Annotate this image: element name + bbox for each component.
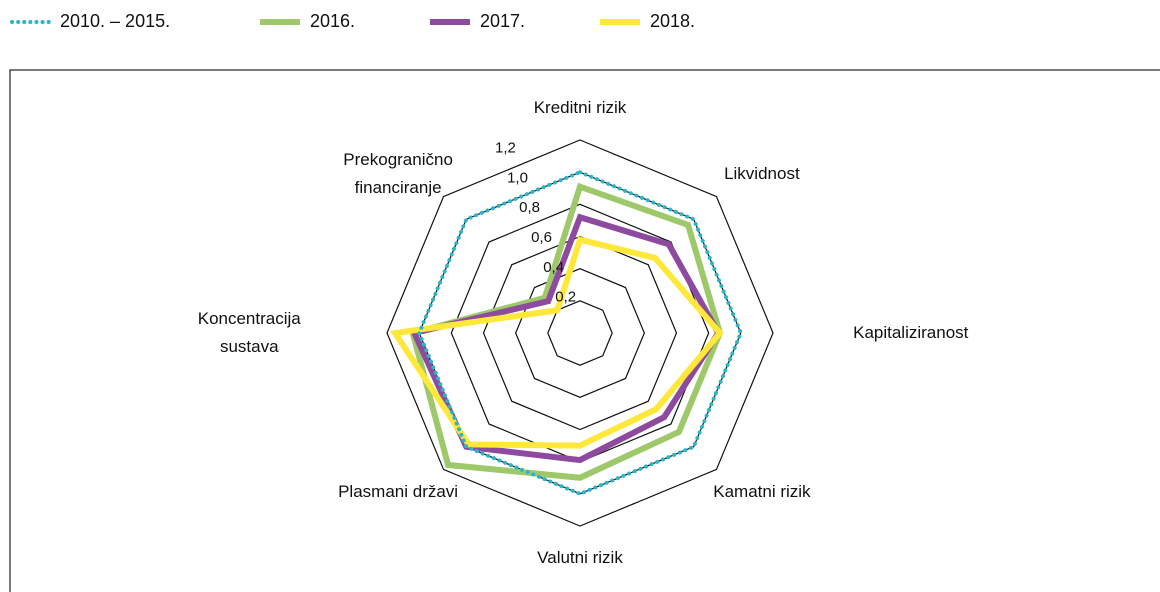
tick-label: 1,0 (507, 169, 528, 186)
axis-label: Kreditni rizik (533, 97, 627, 117)
axis-label: Kapitaliziranost (853, 323, 969, 342)
axis-label: Valutni rizik (537, 548, 623, 568)
grid-ring (482, 235, 678, 431)
legend-label: 2010. – 2015. (60, 11, 170, 31)
axis-label: Koncentracija sustava (197, 309, 301, 356)
tick-label: 0,6 (531, 229, 552, 246)
axis-label: Kamatni rizik (713, 482, 811, 502)
series-line (417, 170, 743, 496)
tick-label: 0,2 (555, 289, 576, 306)
legend-label: 2017. (480, 11, 525, 31)
series-line (389, 236, 724, 449)
series-line (410, 213, 722, 464)
tick-label: 0,4 (543, 259, 564, 276)
grid-ring (547, 300, 613, 366)
legend-label: 2016. (310, 11, 355, 31)
axis-label: Prekogranično financiranje (343, 149, 453, 197)
legend-label: 2018. (650, 11, 695, 31)
tick-label: 1,2 (495, 139, 516, 156)
grid-ring (386, 139, 774, 527)
tick-label: 0,8 (519, 199, 540, 216)
axis-label: Likvidnost (724, 163, 800, 183)
frame (9, 69, 1160, 592)
grid-ring (515, 268, 645, 398)
axis-label: Plasmani državi (338, 482, 459, 502)
